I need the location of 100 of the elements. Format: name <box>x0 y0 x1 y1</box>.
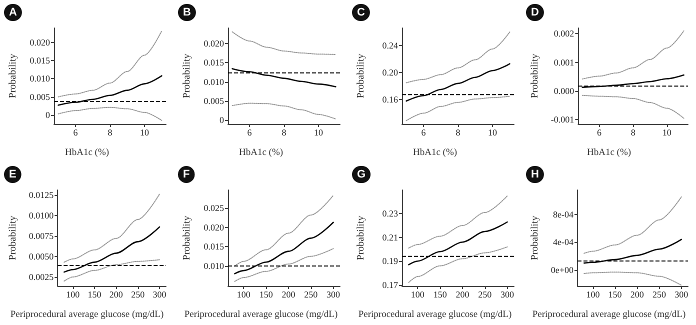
line-series <box>58 106 162 121</box>
x-axis-title: Periprocedural average glucose (mg/dL) <box>10 310 164 320</box>
y-axis-title: Probability <box>356 216 366 260</box>
y-axis-title: Probability <box>530 216 540 260</box>
line-series <box>584 272 682 286</box>
line-series <box>234 194 334 266</box>
y-axis-title: Probability <box>182 216 192 260</box>
y-tick-label: 0.17 <box>382 280 398 290</box>
x-tick-label: 200 <box>109 290 124 300</box>
line-series <box>406 32 510 84</box>
line-series <box>584 196 682 254</box>
x-tick-label: 150 <box>608 290 622 300</box>
x-tick-label: 200 <box>456 290 470 300</box>
y-axis-title: Probability <box>8 216 18 260</box>
y-tick-label: 0.0100 <box>28 210 54 220</box>
y-tick-label: 0.002 <box>554 28 574 39</box>
y-tick-label: 0.0075 <box>28 230 54 241</box>
x-tick-label: 8 <box>282 128 287 138</box>
chart-title: A <box>9 6 17 18</box>
y-tick-label: 0.020 <box>204 222 224 232</box>
x-tick-label: 300 <box>500 290 515 300</box>
y-tick-label: 0.010 <box>204 76 224 87</box>
y-axis-title: Probability <box>8 54 18 98</box>
y-tick-label: 0.0125 <box>28 190 54 200</box>
y-tick-label: 0.020 <box>30 37 50 48</box>
chart-title: E <box>9 168 16 180</box>
x-tick-label: 100 <box>236 290 251 300</box>
x-tick-label: 200 <box>282 290 296 300</box>
x-tick-label: 10 <box>140 128 150 138</box>
y-tick-label: 0.015 <box>30 56 50 66</box>
y-tick-label: 0e+00 <box>550 265 574 275</box>
y-axis-title: Probability <box>356 54 366 98</box>
x-tick-label: 100 <box>586 290 600 300</box>
x-tick-label: 8 <box>456 128 461 138</box>
x-tick-label: 300 <box>326 290 341 300</box>
x-tick-label: 8 <box>108 128 113 138</box>
line-series <box>582 30 684 80</box>
line-series <box>232 68 336 88</box>
line-series <box>64 194 160 263</box>
chart-title: B <box>183 6 191 18</box>
y-tick-label: 0.20 <box>382 68 398 78</box>
x-tick-label: 150 <box>259 290 274 300</box>
line-series <box>64 259 160 282</box>
y-tick-label: 8e-04 <box>552 209 574 220</box>
line-series <box>232 31 336 55</box>
x-tick-label: 300 <box>152 290 167 300</box>
y-tick-label: 0.0050 <box>28 251 54 262</box>
y-tick-label: 0.16 <box>382 94 398 105</box>
line-series <box>406 63 510 102</box>
y-tick-label: 0.001 <box>554 57 574 68</box>
x-tick-label: 10 <box>314 128 324 138</box>
line-series <box>58 75 162 106</box>
y-tick-label: 0.010 <box>30 74 50 84</box>
y-tick-label: 0 <box>220 115 224 126</box>
y-tick-label: 4e-04 <box>552 237 574 248</box>
y-tick-label: 0.24 <box>382 40 398 51</box>
y-tick-label: 0.015 <box>204 58 224 68</box>
chart-title: G <box>357 168 366 180</box>
line-series <box>58 30 162 98</box>
y-tick-label: 0.020 <box>204 38 224 48</box>
x-tick-label: 10 <box>488 128 498 138</box>
y-tick-label: -0.001 <box>550 114 574 125</box>
x-tick-label: 250 <box>304 290 318 300</box>
y-tick-label: 0 <box>46 110 50 120</box>
x-tick-label: 200 <box>630 290 644 300</box>
x-axis-title: Periprocedural average glucose (mg/dL) <box>358 310 512 320</box>
x-axis-title: Periprocedural average glucose (mg/dL) <box>184 310 338 320</box>
line-series <box>582 74 684 88</box>
line-series <box>406 96 510 122</box>
x-tick-label: 150 <box>88 290 102 300</box>
line-series <box>234 248 334 282</box>
y-tick-label: 0.23 <box>382 208 398 219</box>
line-series <box>582 94 684 119</box>
y-tick-label: 0.0025 <box>28 272 54 282</box>
x-axis-title: HbA1c (%) <box>412 148 458 158</box>
y-tick-label: 0.000 <box>554 86 575 96</box>
line-series <box>408 195 508 249</box>
x-tick-label: 150 <box>433 290 448 300</box>
chart-title: D <box>531 6 539 18</box>
line-series <box>408 246 508 283</box>
y-tick-label: 0.010 <box>204 260 224 271</box>
x-tick-label: 6 <box>597 128 602 138</box>
chart-title: H <box>531 168 539 180</box>
y-axis-title: Probability <box>530 54 540 98</box>
y-tick-label: 0.025 <box>204 203 224 214</box>
x-tick-label: 300 <box>674 290 689 300</box>
y-tick-label: 0.015 <box>204 242 224 252</box>
y-tick-label: 0.21 <box>382 232 398 242</box>
x-tick-label: 100 <box>66 290 80 300</box>
chart-title: F <box>183 168 190 180</box>
chart-title: C <box>357 6 365 18</box>
y-tick-label: 0.19 <box>382 256 398 266</box>
y-tick-label: 0.005 <box>30 92 50 102</box>
x-tick-label: 8 <box>630 128 636 138</box>
x-tick-label: 10 <box>662 128 672 138</box>
line-series <box>232 102 336 120</box>
y-axis-title: Probability <box>182 54 192 98</box>
x-axis-title: HbA1c (%) <box>238 148 284 158</box>
x-axis-title: Periprocedural average glucose (mg/dL) <box>532 310 686 320</box>
y-tick-label: 0.005 <box>204 96 224 106</box>
